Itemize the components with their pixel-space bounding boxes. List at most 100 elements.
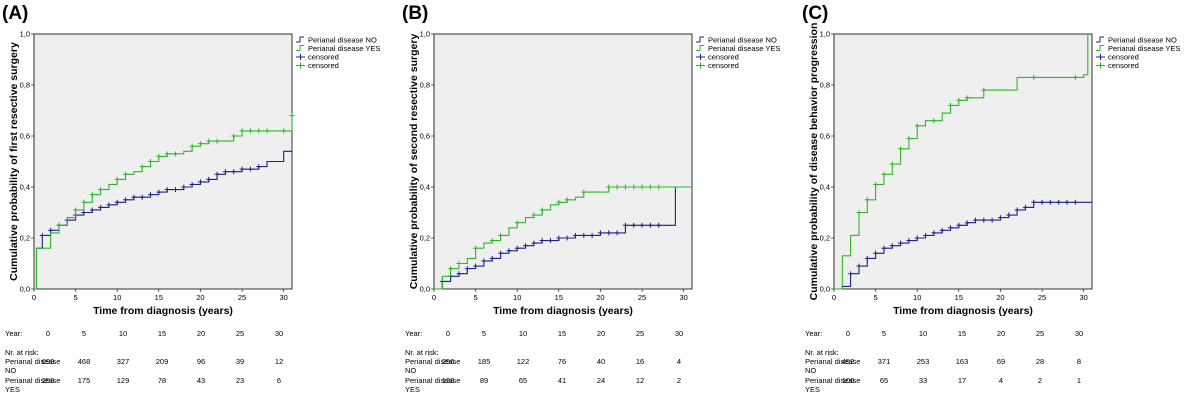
year-label: Year: — [5, 329, 23, 338]
y-tick-label: 1,0 — [20, 30, 30, 39]
censored-mark-no — [972, 217, 978, 223]
risk-year: 10 — [518, 329, 528, 338]
x-tick-label: 10 — [913, 293, 921, 302]
risk-value: 69 — [996, 357, 1006, 366]
risk-value: 4 — [676, 357, 682, 366]
x-axis-label: Time from diagnosis (years) — [93, 305, 233, 317]
risk-year: 0 — [845, 329, 851, 338]
risk-value: 17 — [957, 376, 967, 385]
censored-mark-no — [989, 217, 995, 223]
censored-mark-yes — [197, 141, 203, 147]
x-tick-label: 0 — [432, 293, 436, 302]
legend-entry: censored — [1108, 53, 1139, 62]
panel-b: (B) 0,0 0,2 0,4 0,6 0,8 1,0 0 5 10 15 20 25 30 Time fr… — [400, 0, 800, 401]
censored-mark-yes — [881, 171, 887, 177]
y-tick-label: 0,8 — [420, 81, 430, 90]
plot-area — [433, 33, 693, 290]
risk-year: 25 — [1035, 329, 1045, 338]
risk-year: 5 — [81, 329, 87, 338]
censored-mark-no — [906, 238, 912, 244]
risk-row-label: Perianal disease — [805, 357, 861, 366]
risk-year: 15 — [157, 329, 167, 338]
risk-row-label: Perianal disease — [5, 357, 61, 366]
risk-row-sublabel: NO — [5, 366, 17, 375]
censored-mark-yes — [1072, 74, 1078, 80]
censored-mark-no — [939, 227, 945, 233]
censored-mark-no — [1031, 199, 1037, 205]
risk-value: 65 — [879, 376, 889, 385]
censored-mark-yes — [148, 159, 154, 164]
risk-value: 129 — [116, 376, 130, 385]
censored-mark-no — [489, 255, 495, 261]
legend-censor-swatch — [296, 54, 305, 60]
x-axis-label: Time from diagnosis (years) — [893, 305, 1033, 317]
censored-mark-yes — [581, 189, 587, 195]
y-tick-label: 0,0 — [820, 285, 830, 294]
censored-mark-no — [556, 235, 562, 241]
risk-year: 25 — [235, 329, 245, 338]
risk-year: 5 — [881, 329, 887, 338]
censored-mark-yes — [914, 123, 920, 129]
censored-mark-no — [523, 243, 529, 249]
censored-mark-yes — [172, 151, 178, 157]
censored-mark-no — [581, 232, 587, 238]
censored-mark-no — [647, 222, 653, 228]
risk-value: 65 — [518, 376, 528, 385]
x-tick-label: 30 — [1080, 293, 1088, 302]
risk-value: 8 — [1076, 357, 1082, 366]
risk-year: 20 — [596, 329, 606, 338]
censored-mark-no — [1014, 207, 1020, 213]
risk-value: 122 — [516, 357, 530, 366]
censored-mark-no — [247, 166, 253, 172]
x-tick-label: 25 — [638, 293, 646, 302]
risk-row-sublabel: NO — [405, 366, 417, 375]
y-tick-label: 0,4 — [420, 183, 430, 192]
censored-mark-no — [1047, 199, 1053, 205]
censored-mark-yes — [981, 87, 987, 93]
censored-mark-no — [564, 235, 570, 241]
censored-mark-no — [589, 232, 595, 238]
y-tick-label: 0,2 — [420, 234, 430, 243]
risk-row-sublabel: NO — [805, 366, 817, 375]
risk-year: 30 — [1074, 329, 1084, 338]
risk-value: 209 — [155, 357, 169, 366]
legend-line-swatch — [1096, 36, 1104, 43]
risk-year: 20 — [996, 329, 1006, 338]
risk-year: 0 — [45, 329, 51, 338]
censored-mark-no — [856, 263, 862, 269]
x-tick-label: 25 — [238, 293, 246, 302]
x-tick-label: 5 — [874, 293, 878, 302]
at-risk-header: Nr. at risk: — [805, 348, 839, 357]
censored-mark-no — [614, 230, 620, 236]
risk-value: 33 — [918, 376, 928, 385]
legend-entry: censored — [708, 61, 739, 70]
censored-mark-no — [597, 230, 603, 236]
y-tick-label: 0,0 — [420, 285, 430, 294]
risk-value: 256 — [441, 357, 455, 366]
censored-mark-yes — [631, 184, 637, 190]
censored-mark-no — [531, 240, 537, 246]
y-tick-label: 0,2 — [20, 234, 30, 243]
x-tick-label: 20 — [196, 293, 204, 302]
censored-mark-yes — [231, 133, 237, 139]
legend-entry: censored — [708, 53, 739, 62]
at-risk-header: Nr. at risk: — [405, 348, 439, 357]
censored-mark-no — [864, 255, 870, 261]
y-tick-label: 0,4 — [20, 183, 30, 192]
risk-value: 39 — [235, 357, 245, 366]
risk-value: 693 — [41, 357, 55, 366]
censored-mark-no — [181, 184, 187, 190]
x-axis-label: Time from diagnosis (years) — [493, 305, 633, 317]
x-tick-label: 10 — [513, 293, 521, 302]
censored-mark-yes — [73, 207, 79, 213]
risk-value: 43 — [196, 376, 206, 385]
x-tick-label: 0 — [832, 293, 836, 302]
censored-mark-no — [48, 227, 54, 233]
censored-mark-no — [506, 248, 512, 254]
panel-a: (A) 0,0 0,2 0,4 0,6 0,8 1,0 0 5 10 15 20 25 30 Time fr… — [0, 0, 400, 401]
censored-mark-no — [239, 166, 245, 172]
legend-line-swatch — [1096, 45, 1104, 51]
risk-row-label: Perianal disease — [405, 357, 461, 366]
risk-year: 30 — [674, 329, 684, 338]
legend-entry: Perianal disease NO — [308, 36, 377, 45]
